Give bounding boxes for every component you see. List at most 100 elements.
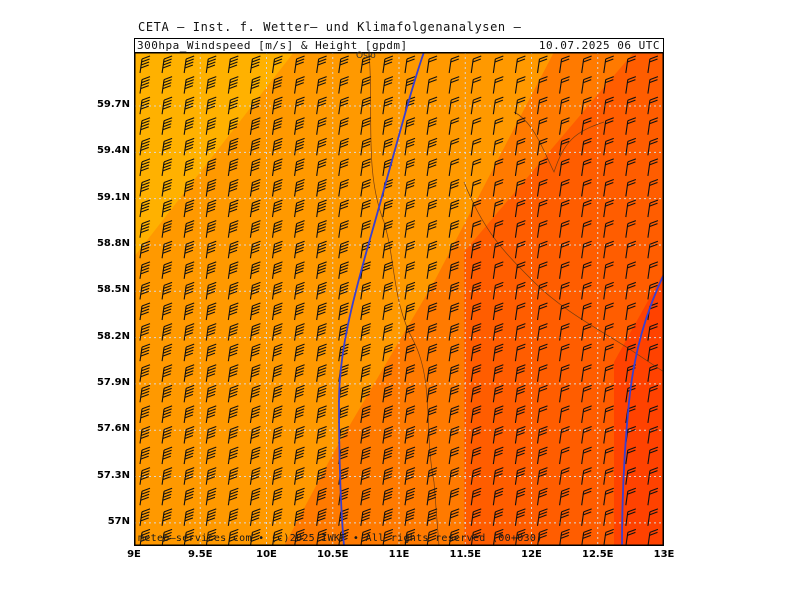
wind-barb: [492, 467, 504, 485]
wind-barb: [581, 425, 592, 444]
wind-barb: [536, 137, 548, 156]
wind-barb: [647, 425, 659, 444]
wind-barb: [514, 405, 526, 423]
wind-barb: [492, 405, 504, 423]
wind-barb: [426, 487, 438, 506]
wind-barb: [559, 96, 570, 115]
wind-barb: [249, 508, 261, 526]
valid-time: 10.07.2025 06 UTC: [538, 39, 660, 52]
wind-barb: [536, 487, 548, 506]
wind-barb: [448, 364, 460, 382]
wind-barb: [448, 446, 460, 465]
wind-barb: [227, 96, 239, 115]
wind-barb: [625, 117, 637, 135]
wind-barb: [161, 528, 173, 546]
wind-barb: [581, 96, 592, 115]
wind-barb: [603, 508, 614, 526]
wind-barb: [404, 405, 416, 423]
wind-barb: [426, 117, 438, 135]
wind-barb: [161, 178, 173, 197]
city-label-oslo: Oslo: [356, 51, 376, 61]
wind-barb: [360, 220, 372, 238]
wind-barb: [338, 199, 349, 218]
wind-barb: [426, 343, 438, 362]
wind-barb: [161, 158, 173, 176]
wind-barb: [205, 323, 217, 341]
wind-barb: [338, 96, 349, 115]
wind-barb: [271, 261, 283, 279]
wind-barb: [183, 55, 195, 74]
wind-barb: [470, 76, 482, 94]
wind-barb: [625, 240, 637, 259]
wind-barb: [514, 96, 526, 115]
wind-barb: [316, 158, 327, 176]
wind-barb: [492, 158, 504, 176]
wind-barb: [603, 467, 614, 485]
y-tick-label: 59.1N: [96, 191, 130, 203]
wind-barb: [294, 405, 305, 423]
wind-barb: [205, 76, 217, 94]
wind-barb: [227, 240, 239, 259]
wind-barb: [205, 281, 217, 300]
wind-barb: [470, 343, 482, 362]
wind-barb: [603, 405, 614, 423]
wind-barb: [536, 281, 548, 300]
wind-barb: [183, 343, 195, 362]
wind-barb: [271, 446, 283, 465]
wind-barb: [360, 281, 372, 300]
wind-barb: [536, 199, 548, 218]
y-tick-label: 57.3N: [96, 469, 130, 481]
wind-barb: [470, 425, 482, 444]
wind-barb: [581, 261, 592, 279]
wind-barb: [205, 384, 217, 403]
wind-barb: [404, 220, 416, 238]
wind-barb: [227, 364, 239, 382]
wind-barb: [183, 137, 195, 156]
wind-barb: [625, 220, 637, 238]
y-tick-label: 58.8N: [96, 237, 130, 249]
wind-barb: [404, 446, 416, 465]
wind-barb: [360, 405, 372, 423]
wind-barb: [514, 137, 526, 156]
wind-barb: [161, 137, 173, 156]
wind-barb: [426, 178, 438, 197]
wind-barb: [625, 487, 637, 506]
wind-barb: [536, 220, 548, 238]
wind-barb: [581, 240, 592, 259]
field-name: 300hpa_Windspeed [m/s] & Height [gpdm]: [137, 39, 408, 52]
wind-barb: [139, 508, 151, 526]
wind-barb: [316, 405, 327, 423]
wind-barb: [625, 508, 637, 526]
wind-barb: [227, 323, 239, 341]
wind-barb: [625, 76, 637, 94]
wind-barb: [271, 158, 283, 176]
wind-barb: [470, 96, 482, 115]
wind-barb: [581, 528, 592, 546]
wind-barb: [559, 343, 570, 362]
wind-barb: [514, 343, 526, 362]
wind-barb: [271, 343, 283, 362]
wind-barb: [404, 199, 416, 218]
wind-barb: [338, 281, 349, 300]
wind-barb: [161, 446, 173, 465]
wind-barb: [382, 487, 394, 506]
wind-barb: [537, 528, 548, 546]
wind-barb: [514, 364, 526, 382]
wind-barb: [294, 178, 305, 197]
wind-barb: [161, 76, 173, 94]
wind-barb: [603, 425, 614, 444]
wind-barb: [316, 384, 327, 403]
wind-barb: [603, 446, 614, 465]
wind-barb: [161, 302, 173, 321]
wind-barb: [647, 55, 659, 74]
wind-barb: [382, 302, 394, 321]
wind-barb: [536, 302, 548, 321]
wind-barb: [139, 446, 151, 465]
wind-barb: [603, 302, 614, 321]
wind-barb: [559, 76, 570, 94]
wind-barb: [647, 137, 659, 156]
wind-barb: [316, 240, 327, 259]
wind-barb: [338, 76, 349, 94]
wind-barb: [382, 199, 394, 218]
wind-barb: [559, 281, 570, 300]
